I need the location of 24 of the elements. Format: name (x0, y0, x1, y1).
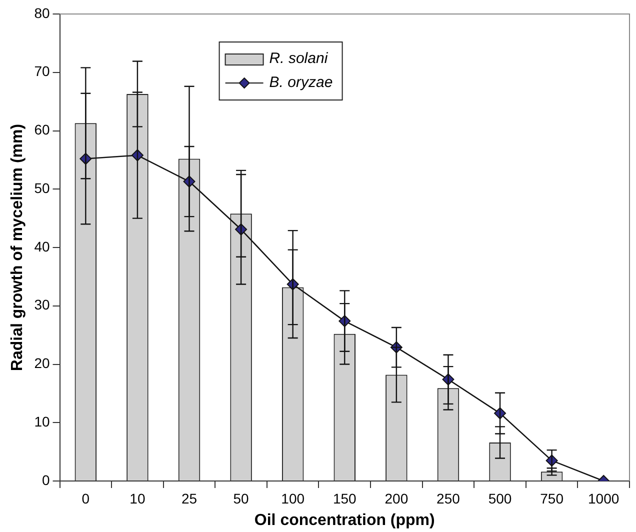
x-tick-label: 200 (384, 490, 408, 506)
x-tick-label: 250 (436, 490, 460, 506)
x-tick-label: 750 (540, 490, 564, 506)
y-axis-title: Radial growth of mycelium (mm) (9, 124, 26, 372)
x-tick-label: 500 (488, 490, 512, 506)
legend-label: B. oryzae (269, 74, 333, 92)
y-tick-label: 0 (42, 472, 50, 488)
x-tick-label: 1000 (588, 490, 620, 506)
y-tick-label: 80 (34, 4, 50, 21)
x-tick-label: 0 (82, 490, 90, 506)
x-tick-label: 10 (130, 490, 146, 506)
x-tick-label: 100 (281, 490, 305, 506)
y-tick-label: 20 (34, 355, 50, 372)
y-tick-label: 70 (34, 63, 50, 80)
y-tick-label: 40 (34, 238, 50, 254)
x-axis-title: Oil concentration (ppm) (254, 512, 435, 529)
y-tick-label: 30 (34, 296, 50, 313)
legend-label: R. solani (269, 50, 328, 68)
x-tick-label: 150 (332, 490, 357, 506)
x-tick-label: 50 (233, 490, 250, 506)
y-tick-label: 60 (34, 122, 50, 138)
x-tick-label: 25 (181, 490, 198, 506)
y-tick-label: 50 (34, 180, 50, 196)
y-tick-label: 10 (34, 413, 50, 430)
